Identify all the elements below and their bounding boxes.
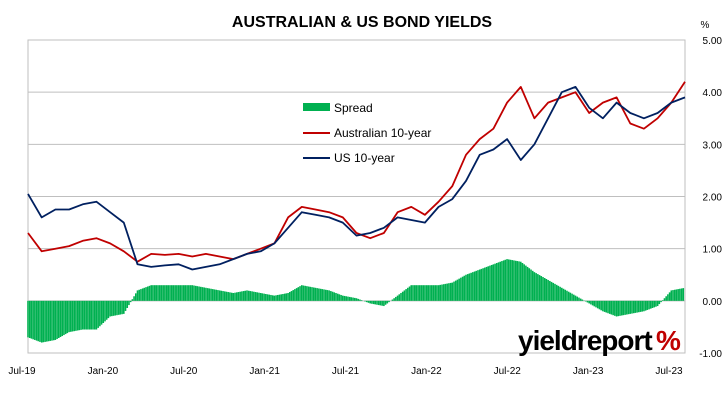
y-axis-ticks: 5.00 4.00 3.00 2.00 1.00 0.00 -1.00 — [699, 36, 722, 360]
y-tick-label: -1.00 — [699, 349, 722, 360]
y-tick-label: 4.00 — [703, 88, 723, 99]
legend-label-us: US 10-year — [334, 151, 395, 165]
x-tick-label: Jan-20 — [88, 366, 119, 377]
yieldreport-logo: yieldreport % — [518, 325, 682, 356]
y-axis-unit: % — [701, 20, 710, 31]
chart-title: AUSTRALIAN & US BOND YIELDS — [232, 14, 492, 31]
x-axis-ticks: Jul-19 Jan-20 Jul-20 Jan-21 Jul-21 Jan-22 Jul-… — [8, 366, 683, 377]
y-tick-label: 1.00 — [703, 245, 723, 256]
x-tick-label: Jan-23 — [573, 366, 604, 377]
logo-text: yieldreport — [518, 325, 652, 356]
us-10-year-line — [27, 86, 686, 271]
spread-bars — [27, 259, 685, 343]
legend: Spread Australian 10-year US 10-year — [303, 101, 431, 165]
x-tick-label: Jul-21 — [332, 366, 360, 377]
y-tick-label: 2.00 — [703, 193, 723, 204]
legend-label-spread: Spread — [334, 101, 373, 115]
x-tick-label: Jul-20 — [170, 366, 198, 377]
y-tick-label: 5.00 — [703, 36, 723, 47]
line-series — [27, 81, 686, 271]
x-tick-label: Jan-21 — [249, 366, 280, 377]
logo-percent-symbol: % — [656, 325, 681, 356]
x-tick-label: Jul-23 — [655, 366, 683, 377]
x-tick-label: Jan-22 — [411, 366, 442, 377]
x-tick-label: Jul-22 — [494, 366, 522, 377]
y-tick-label: 0.00 — [703, 297, 723, 308]
y-tick-label: 3.00 — [703, 140, 723, 151]
legend-swatch-spread — [303, 103, 330, 111]
legend-label-australian: Australian 10-year — [334, 126, 431, 140]
x-tick-label: Jul-19 — [8, 366, 36, 377]
